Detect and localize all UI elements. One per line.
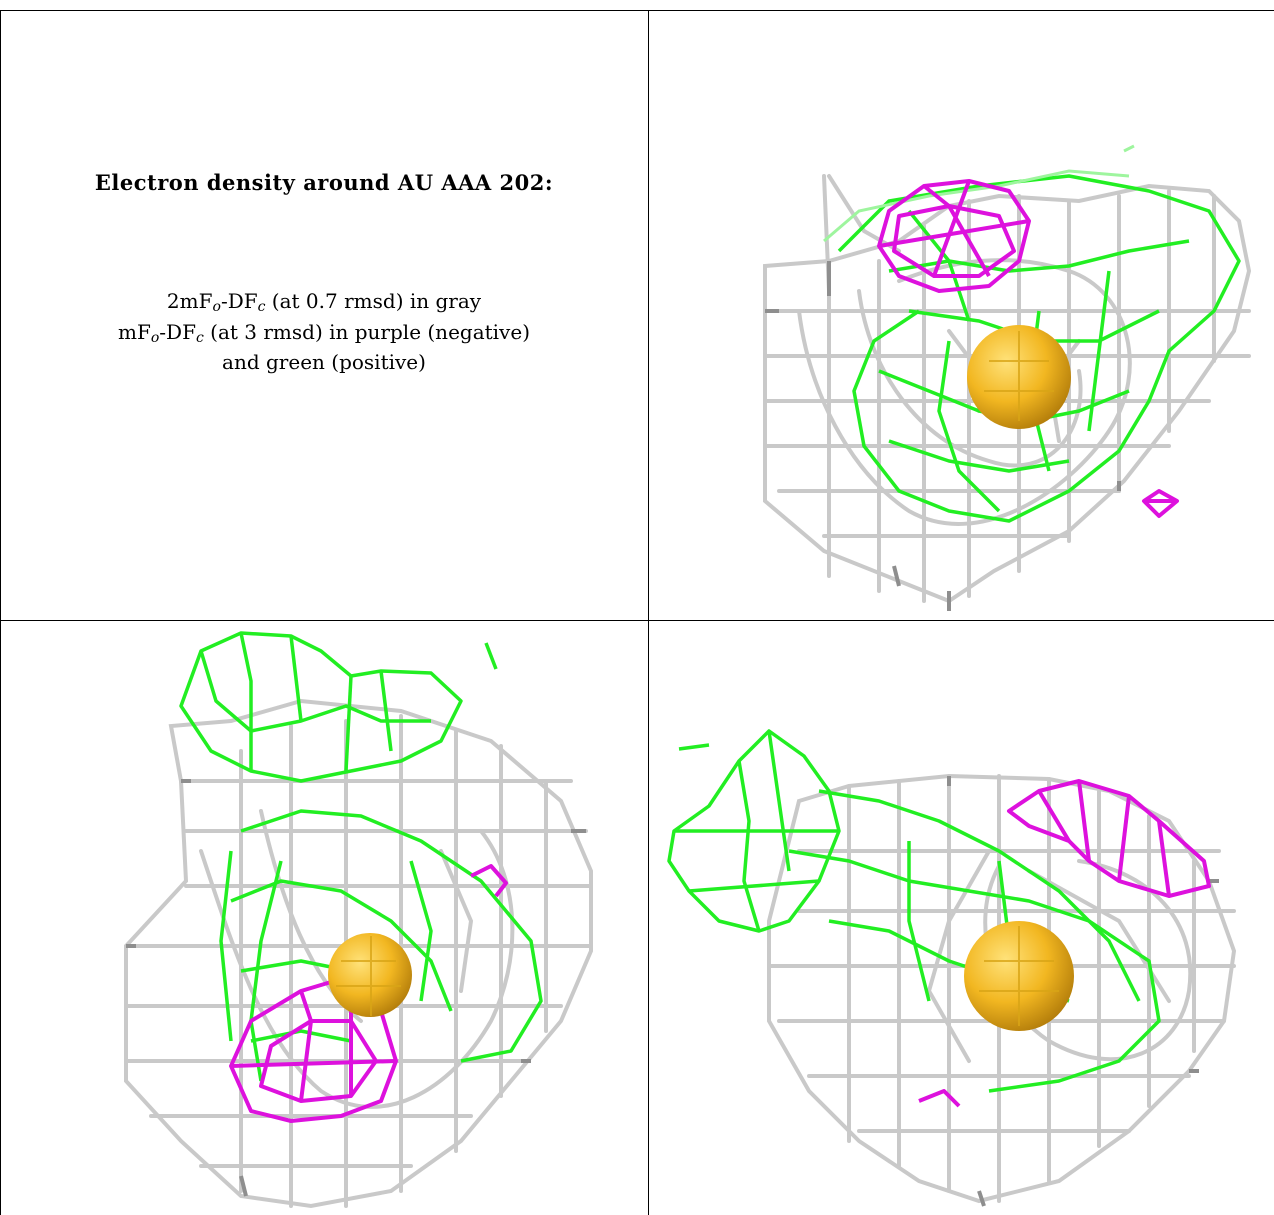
border-middle-vertical — [648, 10, 649, 1215]
gray-mesh-dark-edges — [765, 261, 1121, 611]
purple-mesh — [918, 779, 1211, 1108]
gray-mesh — [763, 174, 1252, 604]
density-view-top-right — [649, 11, 1274, 620]
density-view-bottom-left — [1, 621, 648, 1215]
caption-line-1: 2mFo-DFc (at 0.7 rmsd) in gray — [166, 289, 482, 315]
gray-mesh-dark-edges — [947, 776, 1219, 1207]
border-middle-horizontal — [0, 620, 1274, 621]
green-mesh-faded — [823, 144, 1135, 243]
density-mesh-svg-1 — [763, 144, 1252, 611]
caption-line-2: mFo-DFc (at 3 rmsd) in purple (negative) — [118, 320, 530, 346]
gray-mesh-dark-edges — [126, 779, 586, 1197]
density-mesh-svg-2 — [124, 631, 593, 1209]
green-mesh — [179, 631, 543, 1082]
green-mesh — [837, 174, 1241, 523]
border-left — [0, 10, 1, 1215]
caption-cell: Electron density around AU AAA 202: 2mFo… — [0, 0, 648, 620]
caption-title: Electron density around AU AAA 202: — [94, 170, 554, 195]
density-mesh-svg-3 — [667, 729, 1237, 1207]
purple-mesh — [877, 179, 1179, 518]
caption-line-3: and green (positive) — [222, 350, 426, 374]
border-top — [0, 10, 1274, 11]
density-view-bottom-right — [649, 621, 1274, 1215]
